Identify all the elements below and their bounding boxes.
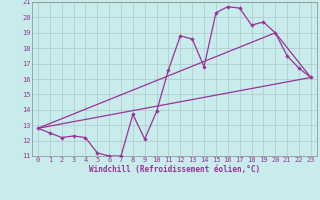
X-axis label: Windchill (Refroidissement éolien,°C): Windchill (Refroidissement éolien,°C) — [89, 165, 260, 174]
